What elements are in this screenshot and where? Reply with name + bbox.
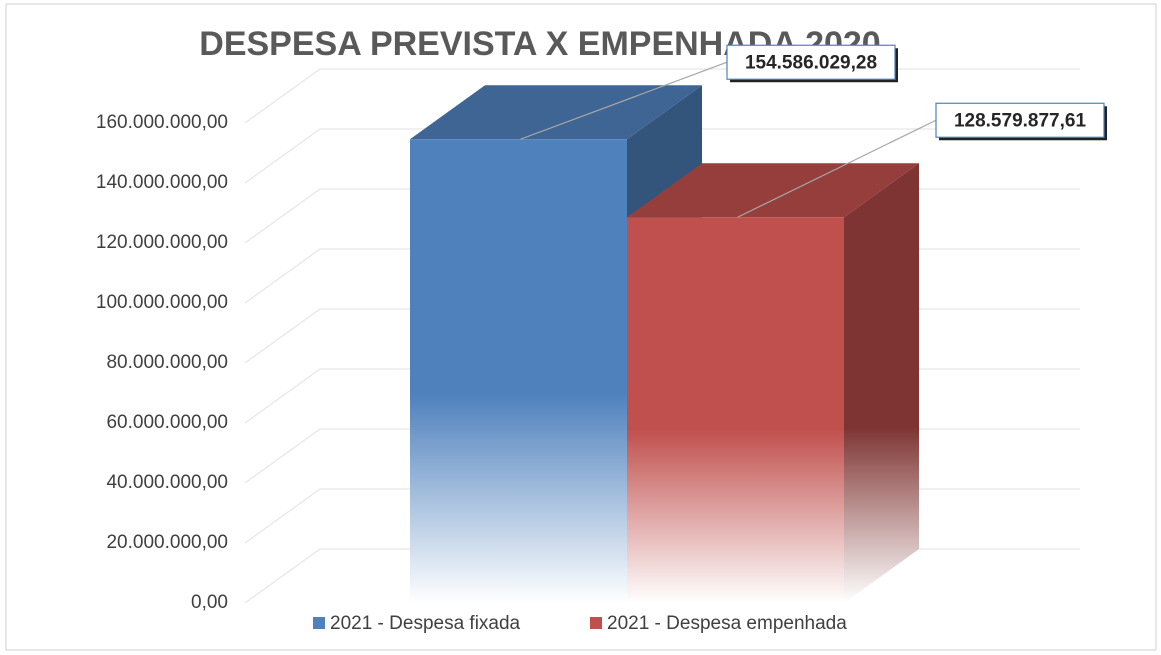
y-tick-label: 100.000.000,00 bbox=[96, 292, 228, 313]
y-tick-label: 40.000.000,00 bbox=[106, 472, 228, 493]
bar bbox=[410, 139, 627, 603]
label-box bbox=[726, 44, 896, 80]
y-tick-label: 140.000.000,00 bbox=[96, 172, 228, 193]
data-label: 154.586.029,28 bbox=[745, 52, 877, 73]
bar-side bbox=[844, 163, 919, 603]
bar-top bbox=[627, 163, 919, 218]
grid-line bbox=[244, 128, 1080, 184]
legend-swatch bbox=[590, 617, 602, 629]
y-tick-label: 60.000.000,00 bbox=[106, 412, 228, 433]
label-box bbox=[935, 102, 1105, 138]
legend-swatch bbox=[313, 617, 325, 629]
y-tick-label: 160.000.000,00 bbox=[96, 112, 228, 133]
legend-label: 2021 - Despesa fixada bbox=[330, 613, 521, 634]
y-tick-label: 80.000.000,00 bbox=[106, 352, 228, 373]
leader-line bbox=[520, 61, 728, 140]
y-tick-label: 120.000.000,00 bbox=[96, 232, 228, 253]
y-tick-label: 0,00 bbox=[191, 592, 228, 613]
data-label: 128.579.877,61 bbox=[954, 110, 1087, 131]
y-tick-label: 20.000.000,00 bbox=[106, 532, 228, 553]
leader-line bbox=[737, 119, 937, 218]
bar bbox=[627, 217, 844, 603]
legend-label: 2021 - Despesa empenhada bbox=[607, 613, 847, 634]
